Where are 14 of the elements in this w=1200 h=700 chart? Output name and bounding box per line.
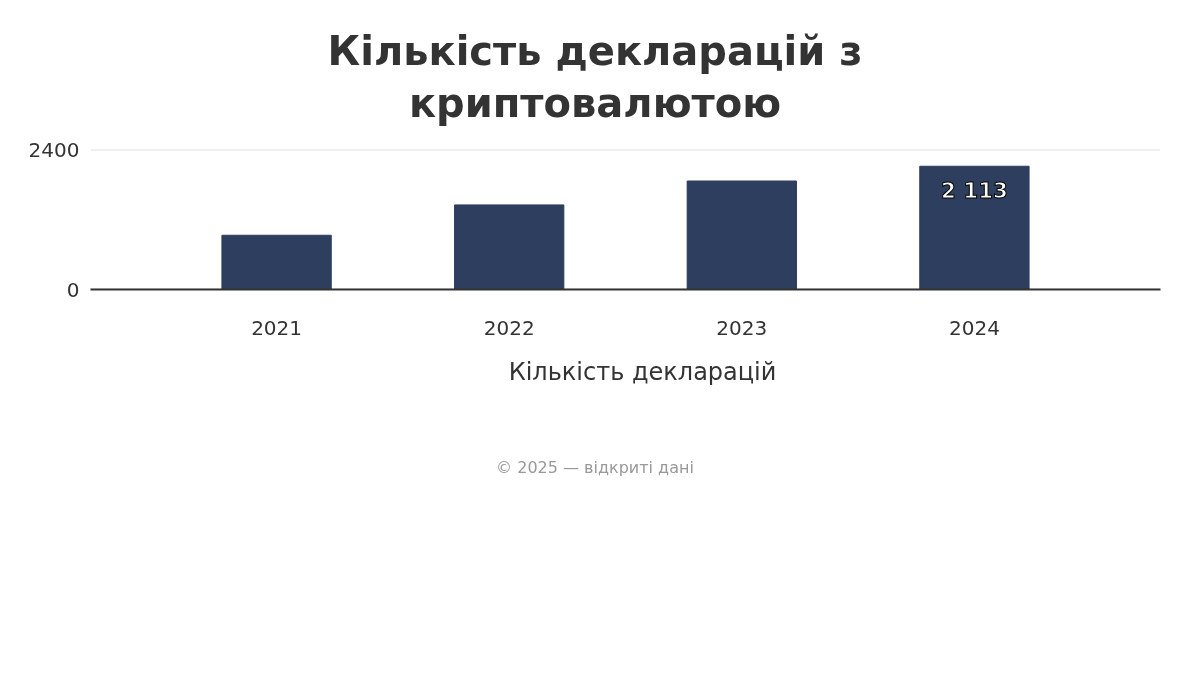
x-tick-label: 2021 [251, 315, 303, 340]
text: © 2025 — відкриті дані [496, 457, 694, 479]
bar [221, 234, 332, 290]
text: Кількість декларацій [508, 358, 777, 386]
x-tick-label: 2022 [483, 315, 535, 340]
bar [454, 204, 565, 290]
x-tick-label: 2023 [716, 315, 768, 340]
x-tick-label: 2024 [948, 315, 1000, 340]
y-tick-label: 0 [66, 277, 80, 302]
data-label: 2 113 [941, 178, 1008, 204]
bar [919, 165, 1030, 290]
y-tick-label: 2400 [28, 137, 80, 162]
chart-title: Кількість декларацій з криптовалютою [326, 27, 864, 128]
bar [686, 180, 797, 290]
